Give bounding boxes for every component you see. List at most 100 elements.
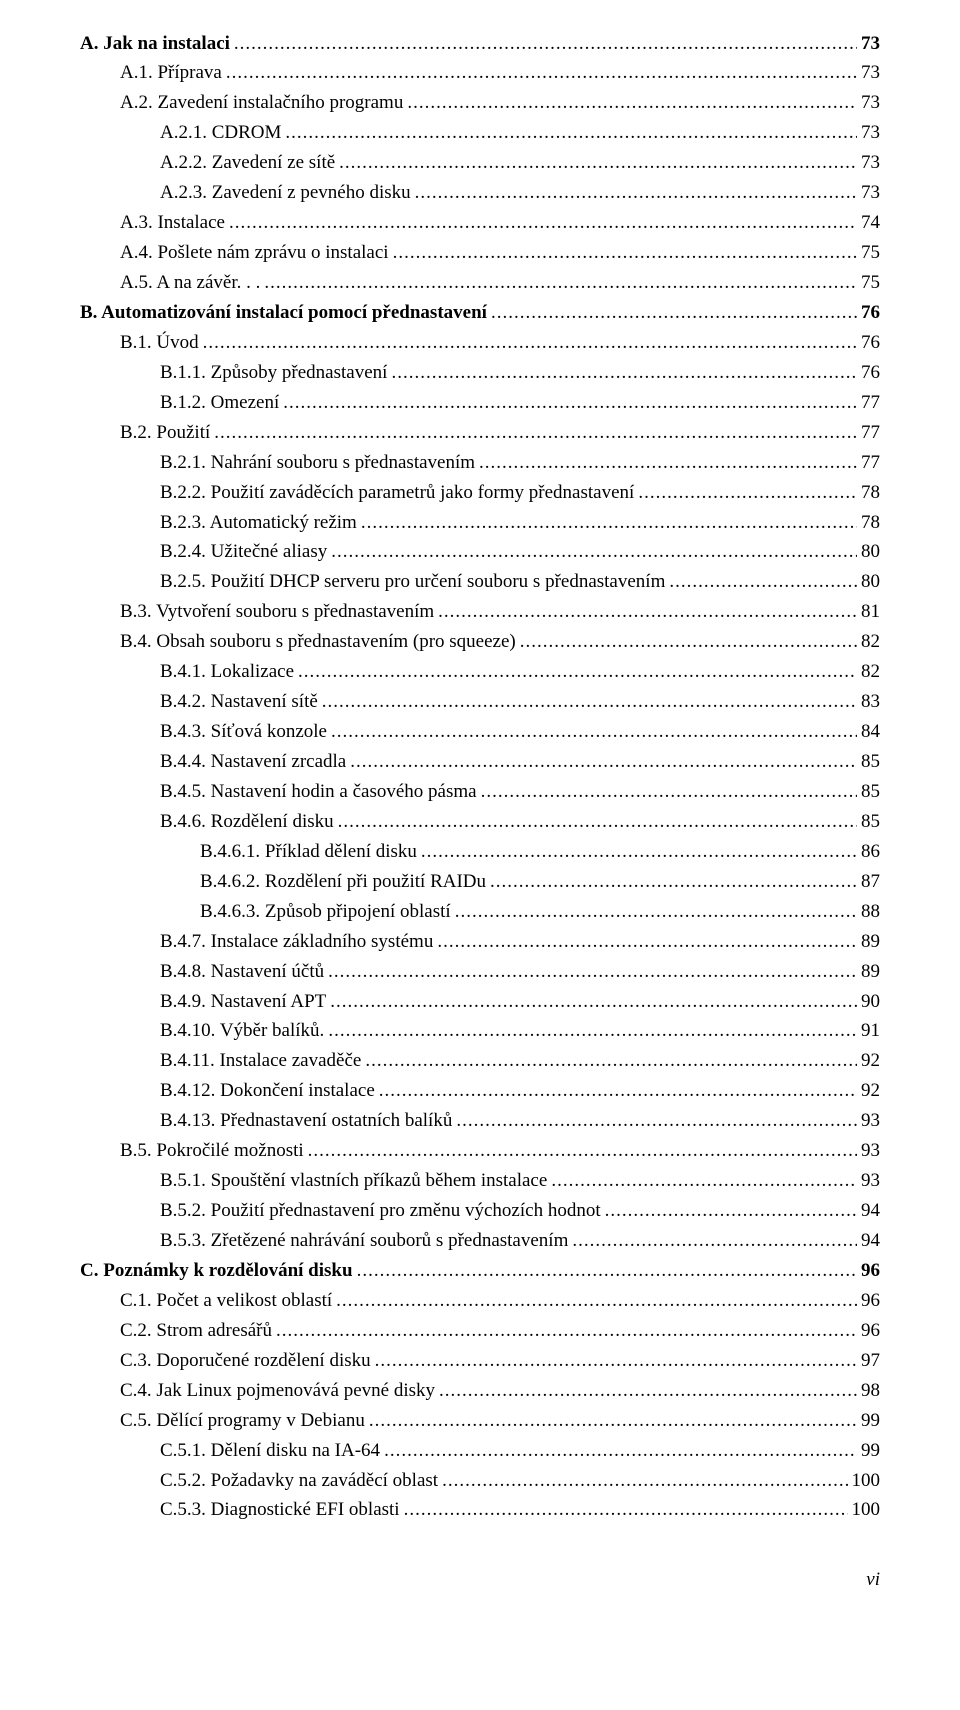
toc-entry: A.3. Instalace74 bbox=[80, 208, 880, 237]
toc-entry-page: 98 bbox=[861, 1376, 880, 1405]
toc-entry: B.2. Použití77 bbox=[80, 418, 880, 447]
toc-leader-dots bbox=[379, 1076, 857, 1105]
toc-entry-page: 76 bbox=[861, 328, 880, 357]
toc-entry: B.4.3. Síťová konzole84 bbox=[80, 717, 880, 746]
toc-entry-label: C.5.2. Požadavky na zaváděcí oblast bbox=[160, 1466, 438, 1495]
toc-entry: B.4.8. Nastavení účtů89 bbox=[80, 957, 880, 986]
toc-entry: A.2.2. Zavedení ze sítě73 bbox=[80, 148, 880, 177]
toc-entry-page: 91 bbox=[861, 1016, 880, 1045]
toc-entry: B.4.10. Výběr balíků.91 bbox=[80, 1016, 880, 1045]
toc-entry: B.1.1. Způsoby přednastavení76 bbox=[80, 358, 880, 387]
toc-entry-page: 89 bbox=[861, 927, 880, 956]
toc-leader-dots bbox=[437, 927, 857, 956]
toc-entry-label: B.4.6.1. Příklad dělení disku bbox=[200, 837, 417, 866]
toc-leader-dots bbox=[331, 537, 857, 566]
toc-entry-page: 97 bbox=[861, 1346, 880, 1375]
toc-entry-label: B.4.1. Lokalizace bbox=[160, 657, 294, 686]
toc-entry-page: 96 bbox=[861, 1256, 880, 1285]
toc-entry: B.1. Úvod76 bbox=[80, 328, 880, 357]
toc-entry-label: B.4.12. Dokončení instalace bbox=[160, 1076, 375, 1105]
toc-leader-dots bbox=[393, 238, 857, 267]
toc-leader-dots bbox=[442, 1466, 847, 1495]
toc-entry-label: B.4.6.3. Způsob připojení oblastí bbox=[200, 897, 451, 926]
toc-entry: A.2.3. Zavedení z pevného disku73 bbox=[80, 178, 880, 207]
toc-leader-dots bbox=[421, 837, 857, 866]
toc-entry: A.1. Příprava73 bbox=[80, 58, 880, 87]
toc-entry: A. Jak na instalaci73 bbox=[80, 29, 880, 58]
toc-entry-page: 93 bbox=[861, 1166, 880, 1195]
toc-entry-label: B.4.6. Rozdělení disku bbox=[160, 807, 334, 836]
toc-entry-page: 75 bbox=[861, 268, 880, 297]
toc-entry-page: 88 bbox=[861, 897, 880, 926]
toc-entry-label: B.2.1. Nahrání souboru s přednastavením bbox=[160, 448, 475, 477]
toc-entry-label: B.2.4. Užitečné aliasy bbox=[160, 537, 327, 566]
toc-entry-page: 93 bbox=[861, 1106, 880, 1135]
toc-entry-label: B.4.11. Instalace zavaděče bbox=[160, 1046, 361, 1075]
toc-leader-dots bbox=[490, 867, 857, 896]
toc-entry-page: 82 bbox=[861, 627, 880, 656]
toc-entry: B.2.2. Použití zaváděcích parametrů jako… bbox=[80, 478, 880, 507]
toc-leader-dots bbox=[214, 418, 857, 447]
toc-entry: B.4. Obsah souboru s přednastavením (pro… bbox=[80, 627, 880, 656]
toc-leader-dots bbox=[328, 1016, 857, 1045]
toc-leader-dots bbox=[361, 508, 857, 537]
toc-entry-label: B.4.9. Nastavení APT bbox=[160, 987, 326, 1016]
toc-entry: A.2. Zavedení instalačního programu73 bbox=[80, 88, 880, 117]
toc-entry: B.2.1. Nahrání souboru s přednastavením 7… bbox=[80, 448, 880, 477]
toc-entry-page: 85 bbox=[861, 807, 880, 836]
toc-entry-label: B.1.2. Omezení bbox=[160, 388, 279, 417]
toc-entry: B.5.2. Použití přednastavení pro změnu v… bbox=[80, 1196, 880, 1225]
toc-entry: B. Automatizování instalací pomocí předn… bbox=[80, 298, 880, 327]
toc-entry-page: 81 bbox=[861, 597, 880, 626]
toc-entry-page: 82 bbox=[861, 657, 880, 686]
toc-entry-page: 80 bbox=[861, 567, 880, 596]
toc-entry-page: 93 bbox=[861, 1136, 880, 1165]
toc-leader-dots bbox=[283, 388, 857, 417]
toc-entry-page: 96 bbox=[861, 1316, 880, 1345]
toc-entry: B.4.2. Nastavení sítě 83 bbox=[80, 687, 880, 716]
toc-leader-dots bbox=[322, 687, 857, 716]
toc-leader-dots bbox=[669, 567, 857, 596]
toc-entry: B.2.5. Použití DHCP serveru pro určení s… bbox=[80, 567, 880, 596]
toc-entry-page: 83 bbox=[861, 687, 880, 716]
toc-entry: C.1. Počet a velikost oblastí96 bbox=[80, 1286, 880, 1315]
toc-leader-dots bbox=[375, 1346, 857, 1375]
toc-entry-page: 92 bbox=[861, 1076, 880, 1105]
toc-entry-page: 89 bbox=[861, 957, 880, 986]
toc-entry: B.4.7. Instalace základního systému89 bbox=[80, 927, 880, 956]
toc-leader-dots bbox=[369, 1406, 857, 1435]
toc-entry-page: 94 bbox=[861, 1196, 880, 1225]
toc-entry-label: B.4.4. Nastavení zrcadla bbox=[160, 747, 346, 776]
toc-entry-label: B.4.13. Přednastavení ostatních balíků bbox=[160, 1106, 452, 1135]
toc-entry: C.4. Jak Linux pojmenovává pevné disky98 bbox=[80, 1376, 880, 1405]
toc-entry: B.5. Pokročilé možnosti93 bbox=[80, 1136, 880, 1165]
toc-entry-label: A.2.2. Zavedení ze sítě bbox=[160, 148, 335, 177]
toc-entry: B.4.11. Instalace zavaděče92 bbox=[80, 1046, 880, 1075]
toc-leader-dots bbox=[365, 1046, 857, 1075]
toc-entry: B.4.6.3. Způsob připojení oblastí 88 bbox=[80, 897, 880, 926]
toc-leader-dots bbox=[404, 1495, 848, 1524]
toc-entry-label: B.4.2. Nastavení sítě bbox=[160, 687, 318, 716]
toc-entry-page: 77 bbox=[861, 448, 880, 477]
toc-entry-page: 76 bbox=[861, 358, 880, 387]
toc-leader-dots bbox=[481, 777, 857, 806]
toc-entry-page: 96 bbox=[861, 1286, 880, 1315]
toc-entry-label: B.2.3. Automatický režim bbox=[160, 508, 357, 537]
toc-entry-page: 99 bbox=[861, 1406, 880, 1435]
toc-entry-page: 80 bbox=[861, 537, 880, 566]
toc-entry: B.4.6.1. Příklad dělení disku 86 bbox=[80, 837, 880, 866]
toc-entry-label: B.2.2. Použití zaváděcích parametrů jako… bbox=[160, 478, 634, 507]
toc-leader-dots bbox=[455, 897, 857, 926]
toc-entry-label: C. Poznámky k rozdělování disku bbox=[80, 1256, 353, 1285]
toc-entry-page: 87 bbox=[861, 867, 880, 896]
toc-leader-dots bbox=[415, 178, 857, 207]
toc-leader-dots bbox=[308, 1136, 857, 1165]
toc-entry-label: A.3. Instalace bbox=[120, 208, 225, 237]
toc-entry-page: 86 bbox=[861, 837, 880, 866]
toc-entry: A.5. A na závěr. . .75 bbox=[80, 268, 880, 297]
toc-entry-label: C.5.3. Diagnostické EFI oblasti bbox=[160, 1495, 400, 1524]
toc-leader-dots bbox=[456, 1106, 857, 1135]
toc-entry-page: 76 bbox=[861, 298, 880, 327]
toc-entry-page: 77 bbox=[861, 418, 880, 447]
toc-leader-dots bbox=[407, 88, 857, 117]
